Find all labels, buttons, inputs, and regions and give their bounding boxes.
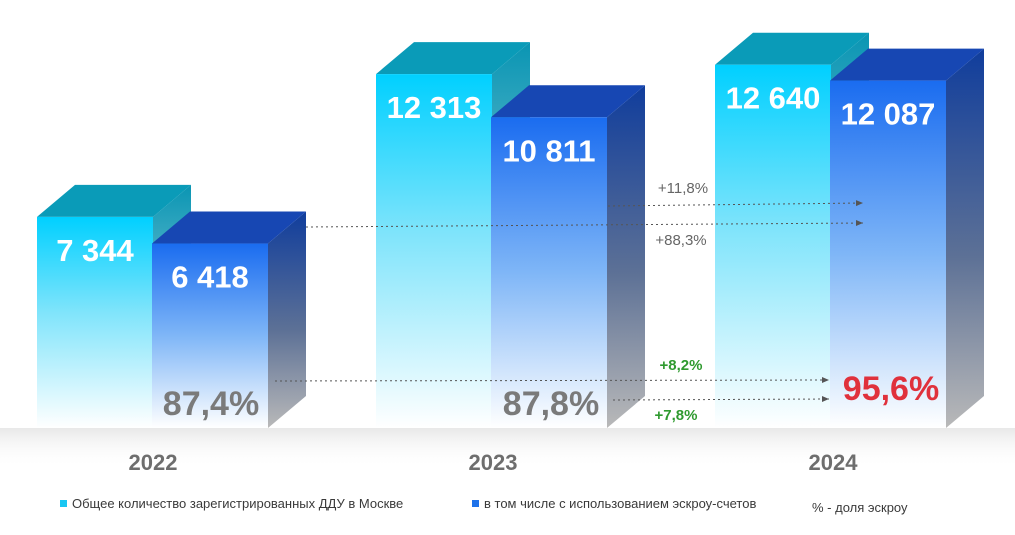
bar-2022-series-0 [37, 216, 153, 428]
bar-value-label-2023-0: 12 313 [387, 90, 482, 125]
growth-annotation-1: +88,3% [655, 232, 706, 249]
growth-annotation-0: +11,8% [658, 180, 708, 197]
bar-side-2022-1 [268, 211, 306, 428]
bar-top-2023-1 [491, 85, 645, 118]
bar-top-2022-0 [37, 184, 191, 217]
floor-gradient [0, 428, 1015, 468]
year-label-2024: 2024 [809, 450, 859, 475]
bar-value-label-2023-1: 10 811 [502, 133, 595, 168]
year-label-2022: 2022 [129, 450, 178, 475]
labels-layer: 7 344 6 418 12 313 10 811 12 640 12 087 87,4% 8… [56, 81, 939, 475]
legend: Общее количество зарегистрированных ДДУ … [60, 496, 908, 515]
bars-layer [37, 32, 984, 429]
bar-side-2023-1 [607, 85, 645, 429]
growth-annotation-2: +8,2% [660, 357, 703, 374]
bar-value-label-2024-1: 12 087 [841, 97, 936, 132]
bar-top-2022-1 [152, 211, 306, 244]
bar-top-2024-1 [830, 48, 984, 81]
comparison-arrow-2 [274, 377, 830, 384]
bar-2024-series-0 [715, 64, 831, 428]
bar-value-label-2022-0: 7 344 [56, 233, 134, 268]
bar-top-2023-0 [376, 42, 530, 75]
bar-side-2024-1 [946, 48, 984, 429]
floor-shadow [0, 428, 1015, 468]
escrow-share-label-2024: 95,6% [843, 370, 939, 408]
legend-item-total-text: Общее количество зарегистрированных ДДУ … [72, 496, 403, 511]
growth-annotation-3: +7,8% [655, 407, 698, 424]
bar-top-2024-0 [715, 32, 869, 65]
bar-2023-series-0 [376, 74, 492, 428]
bar-2022-series-1 [152, 243, 268, 428]
bar-2023-series-1 [491, 117, 607, 429]
legend-item-escrow-text: в том числе с использованием эскроу-счет… [484, 496, 756, 511]
legend-item-escrow-swatch [472, 500, 479, 507]
bar-2024-series-1 [830, 80, 946, 429]
bar-value-label-2022-1: 6 418 [171, 260, 249, 295]
legend-item-share-text: % - доля эскроу [812, 500, 908, 515]
escrow-share-label-2022: 87,4% [163, 385, 259, 423]
arrows-layer [274, 200, 864, 403]
comparison-arrow-3 [612, 396, 830, 403]
bar-value-label-2024-0: 12 640 [726, 81, 821, 116]
year-label-2023: 2023 [469, 450, 518, 475]
legend-item-total-swatch [60, 500, 67, 507]
escrow-share-label-2023: 87,8% [503, 385, 599, 423]
